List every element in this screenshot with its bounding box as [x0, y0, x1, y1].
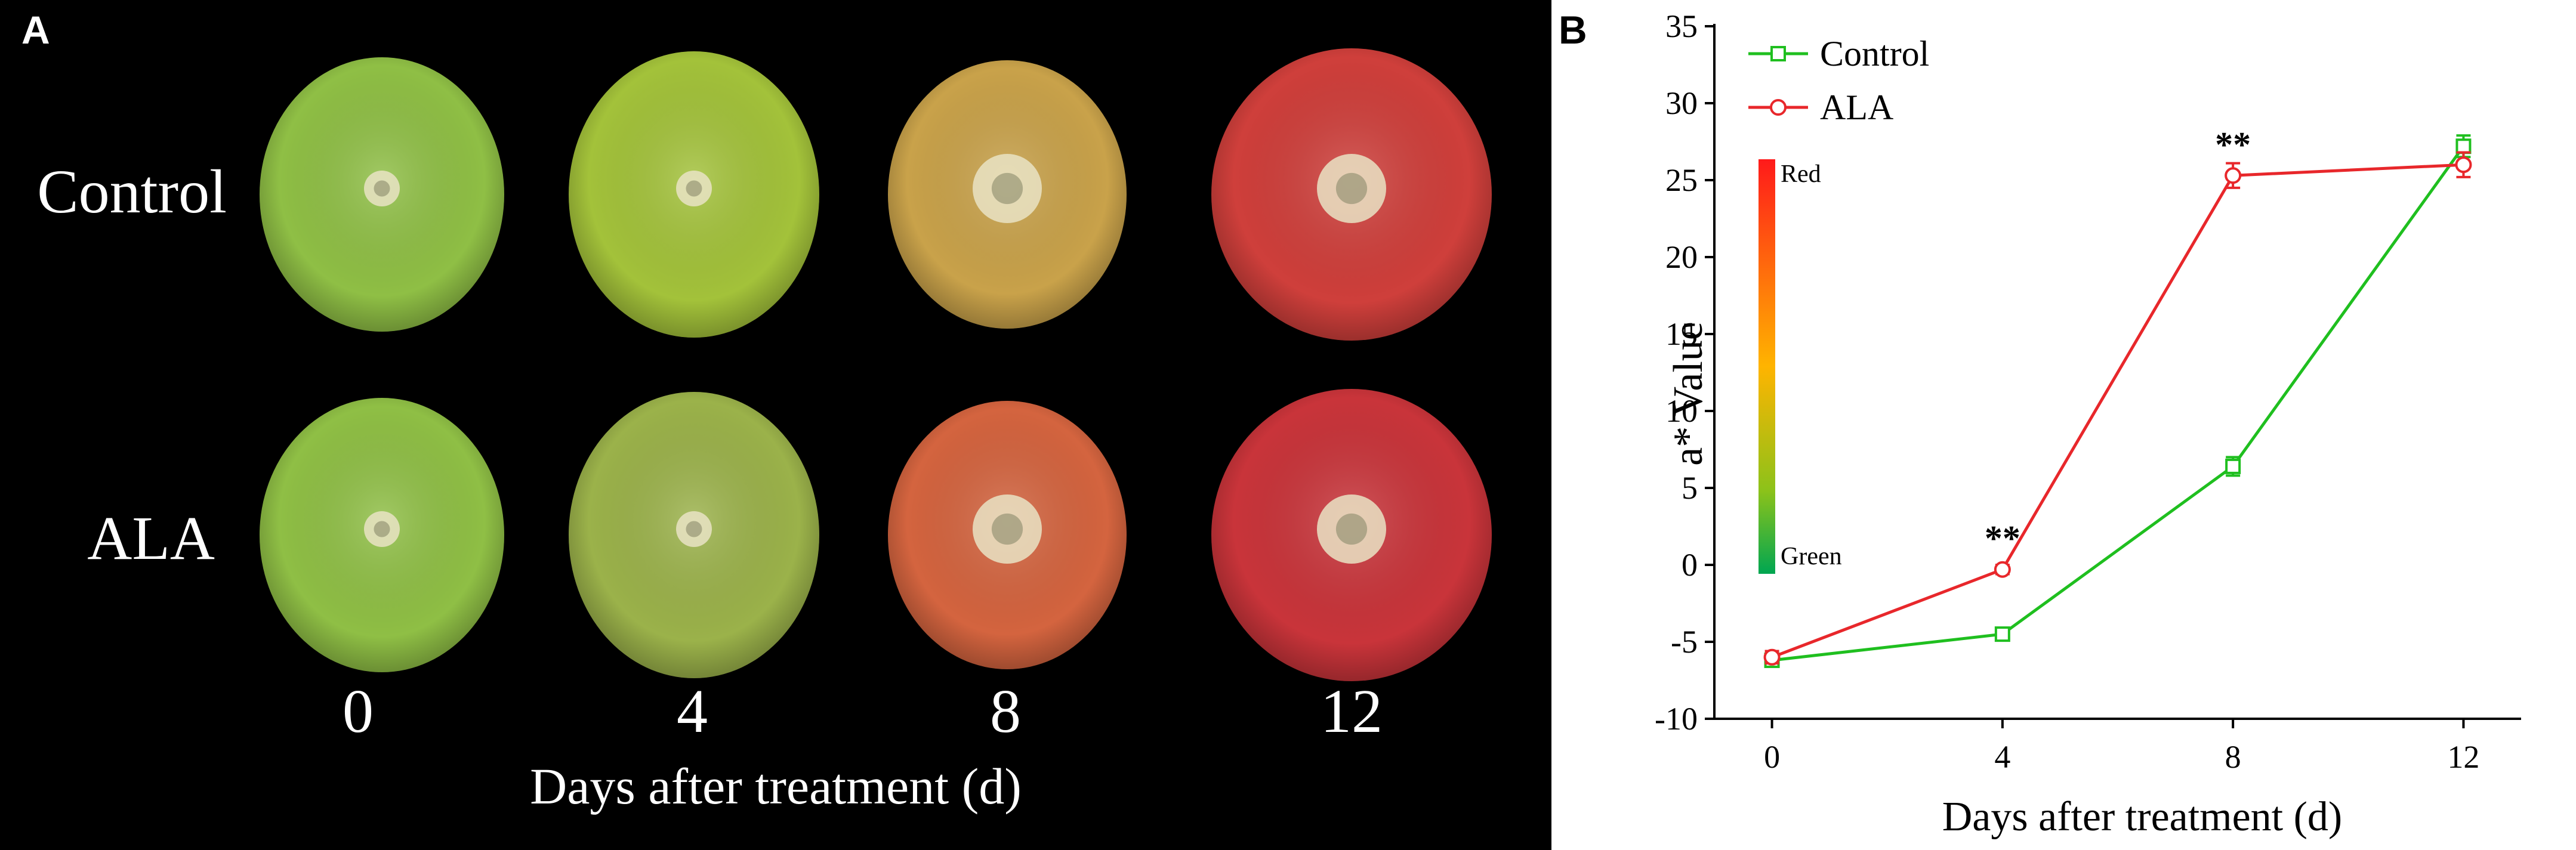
- y-tick-label: 35: [1665, 8, 1698, 44]
- fruit-ala-day-4: [569, 392, 819, 678]
- row-label-control: Control: [37, 157, 227, 226]
- day-label-12: 12: [1321, 677, 1383, 746]
- legend-marker: [1770, 99, 1787, 116]
- fruit-stem-center: [374, 521, 390, 537]
- fruit-stem-center: [374, 180, 390, 197]
- series-line: [1771, 163, 2464, 659]
- panel-b-letter: B: [1559, 8, 1587, 52]
- legend-marker: [1770, 46, 1786, 61]
- day-label-8: 8: [990, 677, 1021, 746]
- legend-label: Control: [1820, 34, 1929, 73]
- fruit-stem-center: [686, 180, 702, 197]
- data-point: [2455, 156, 2472, 174]
- significance-annotation: **: [1985, 519, 2020, 558]
- legend-item-control: Control: [1748, 34, 1929, 73]
- y-tick-label: 25: [1665, 162, 1698, 198]
- fruit-ala-day-0: [260, 398, 504, 672]
- x-axis-label: Days after treatment (d): [1942, 794, 2343, 840]
- data-point: [2225, 167, 2242, 184]
- series-line: [1772, 145, 2465, 662]
- color-scale-bar: [1759, 159, 1775, 574]
- x-tick-label: 12: [2447, 739, 2479, 775]
- a-value-line-chart: -10 -5 0 5 10 15 20 25 30 35 0 4 8 12 Red Green Contr…: [1655, 8, 2521, 775]
- fruit-stem-center: [991, 172, 1023, 205]
- fruit-stem-center: [686, 521, 702, 537]
- significance-annotation: **: [2215, 125, 2251, 164]
- panel-a-letter: A: [21, 8, 50, 52]
- fruit-control-day-8: [888, 60, 1127, 329]
- data-point: [1994, 561, 2011, 578]
- panel-a-x-axis-label: Days after treatment (d): [530, 758, 1022, 815]
- fruit-stem-center: [1335, 172, 1368, 205]
- y-tick-label: 15: [1665, 316, 1698, 352]
- y-tick-label: 5: [1682, 470, 1698, 506]
- data-point: [1994, 626, 2010, 642]
- x-tick-label: 4: [1994, 739, 2010, 775]
- color-scale-label-green: Green: [1781, 543, 1842, 570]
- y-tick-label: -5: [1671, 624, 1698, 660]
- series-control: [1764, 134, 2472, 668]
- y-axis-label: a* Value: [1665, 322, 1711, 466]
- x-tick-label: 0: [1764, 739, 1780, 775]
- fruit-control-day-0: [260, 57, 504, 332]
- fruit-control-day-4: [569, 51, 819, 338]
- y-tick-label: 30: [1665, 85, 1698, 121]
- y-tick-label: 10: [1665, 393, 1698, 429]
- legend-item-ala: ALA: [1748, 88, 1893, 127]
- y-tick-label: 20: [1665, 239, 1698, 275]
- x-tick-label: 8: [2225, 739, 2241, 775]
- fruit-control-day-12: [1211, 48, 1492, 341]
- fruit-ala-day-12: [1211, 389, 1492, 681]
- color-scale-label-red: Red: [1781, 160, 1821, 188]
- legend-label: ALA: [1820, 88, 1893, 127]
- fruit-ala-day-8: [888, 401, 1127, 669]
- data-point: [1763, 648, 1781, 666]
- fruit-images: [260, 48, 1492, 681]
- fruit-stem-center: [991, 513, 1023, 545]
- y-tick-label: 0: [1682, 547, 1698, 583]
- data-point: [2225, 458, 2241, 474]
- fruit-stem-center: [1335, 513, 1368, 545]
- day-label-0: 0: [343, 677, 374, 746]
- day-label-4: 4: [677, 677, 708, 746]
- row-label-ala: ALA: [87, 504, 215, 573]
- y-tick-label: -10: [1655, 701, 1698, 737]
- data-point: [2455, 138, 2472, 154]
- series-ala: [1763, 151, 2472, 666]
